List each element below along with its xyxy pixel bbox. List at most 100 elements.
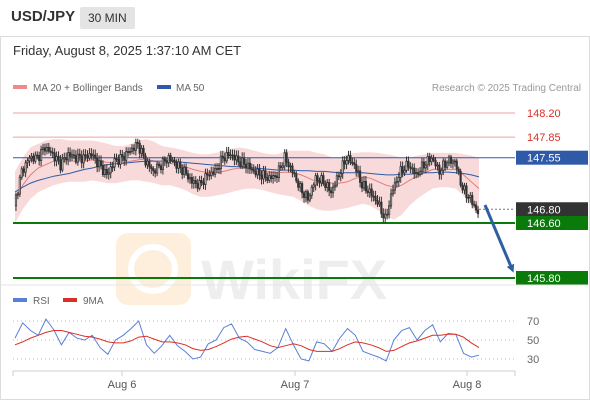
candle-down bbox=[157, 163, 161, 167]
candle-up bbox=[442, 160, 445, 171]
candle-down bbox=[324, 183, 327, 189]
candle-down bbox=[136, 141, 139, 144]
candle-up bbox=[368, 188, 371, 194]
rsi-line bbox=[14, 318, 480, 362]
candle-down bbox=[467, 197, 470, 199]
candle-down bbox=[36, 154, 39, 157]
candle-up bbox=[167, 155, 170, 163]
candle-down bbox=[186, 173, 190, 180]
candle-down bbox=[293, 172, 296, 175]
candle-down bbox=[49, 150, 52, 153]
rsi-ma-legend-swatch bbox=[63, 298, 77, 302]
candle-down bbox=[59, 159, 62, 171]
candle-up bbox=[219, 155, 222, 170]
candle-up bbox=[347, 155, 350, 161]
candle-up bbox=[283, 152, 286, 167]
candle-down bbox=[266, 177, 269, 181]
candle-up bbox=[308, 194, 311, 201]
candle-up bbox=[14, 194, 18, 207]
candle-down bbox=[260, 174, 263, 180]
candle-up bbox=[107, 172, 110, 175]
candle-down bbox=[457, 168, 460, 172]
candle-up bbox=[393, 182, 396, 191]
candle-down bbox=[279, 165, 282, 169]
candle-down bbox=[94, 154, 97, 159]
candle-down bbox=[374, 195, 377, 201]
rsi-ma-line bbox=[14, 330, 480, 352]
candle-up bbox=[331, 186, 335, 194]
candle-down bbox=[465, 185, 468, 198]
candle-up bbox=[40, 149, 43, 161]
candle-up bbox=[183, 166, 186, 175]
candle-up bbox=[339, 173, 342, 178]
candle-down bbox=[165, 160, 168, 163]
svg-text:WikiFX: WikiFX bbox=[201, 248, 387, 311]
candle-up bbox=[28, 157, 31, 162]
x-tick-label: Aug 6 bbox=[108, 379, 137, 391]
candle-up bbox=[24, 162, 27, 173]
candle-up bbox=[16, 193, 19, 196]
candle-up bbox=[125, 151, 128, 161]
candle-down bbox=[142, 147, 145, 157]
candle-down bbox=[422, 161, 425, 169]
candle-down bbox=[65, 157, 68, 161]
candle-down bbox=[80, 155, 83, 164]
candle-down bbox=[376, 200, 379, 205]
candle-up bbox=[403, 169, 406, 174]
candle-down bbox=[248, 162, 251, 170]
timeframe-button[interactable]: 30 MIN bbox=[80, 7, 135, 29]
chart-panel: Friday, August 8, 2025 1:37:10 AM CET MA… bbox=[0, 36, 590, 400]
candle-up bbox=[192, 180, 195, 184]
candle-down bbox=[444, 160, 447, 168]
forecast-arrow bbox=[483, 204, 515, 273]
candle-down bbox=[217, 167, 221, 170]
candle-up bbox=[67, 152, 70, 161]
credit-text: Research © 2025 Trading Central bbox=[432, 83, 581, 94]
candle-down bbox=[173, 159, 176, 163]
candle-down bbox=[231, 154, 234, 157]
candle-down bbox=[343, 160, 346, 165]
candle-up bbox=[235, 155, 238, 161]
x-tick-label: Aug 7 bbox=[281, 379, 310, 391]
candle-up bbox=[130, 147, 134, 152]
candle-up bbox=[384, 213, 387, 219]
candle-down bbox=[453, 160, 456, 163]
candle-down bbox=[194, 180, 197, 184]
level-label: 146.80 bbox=[527, 204, 561, 216]
candle-down bbox=[53, 152, 56, 162]
candle-up bbox=[26, 160, 29, 164]
candle-up bbox=[103, 169, 106, 175]
candle-down bbox=[413, 167, 416, 175]
candle-down bbox=[434, 159, 437, 167]
candle-down bbox=[32, 155, 35, 162]
candle-up bbox=[113, 158, 116, 168]
candle-down bbox=[38, 155, 41, 161]
level-label-bg bbox=[516, 150, 588, 165]
candle-down bbox=[150, 166, 153, 169]
candle-down bbox=[117, 158, 120, 165]
candle-down bbox=[101, 165, 105, 175]
candle-down bbox=[428, 156, 431, 163]
rsi-tick-label: 70 bbox=[527, 316, 539, 328]
ma50-legend-swatch bbox=[157, 85, 171, 89]
candle-down bbox=[169, 155, 172, 161]
candle-up bbox=[314, 175, 317, 186]
candle-down bbox=[382, 213, 385, 219]
candle-up bbox=[415, 172, 418, 175]
candle-up bbox=[55, 155, 58, 162]
candle-up bbox=[177, 161, 180, 169]
candle-up bbox=[397, 177, 400, 182]
candle-up bbox=[63, 157, 66, 160]
level-label-bg bbox=[516, 202, 588, 217]
candle-down bbox=[318, 180, 321, 184]
level-label: 148.20 bbox=[527, 108, 561, 120]
candle-up bbox=[418, 170, 422, 175]
candle-down bbox=[175, 162, 178, 169]
candle-down bbox=[99, 160, 103, 167]
candle-down bbox=[380, 201, 383, 215]
candle-down bbox=[401, 166, 404, 174]
candle-down bbox=[254, 170, 257, 176]
rsi-panel: 70 50 30 bbox=[13, 316, 539, 366]
candle-up bbox=[88, 153, 91, 159]
candle-down bbox=[111, 166, 114, 169]
